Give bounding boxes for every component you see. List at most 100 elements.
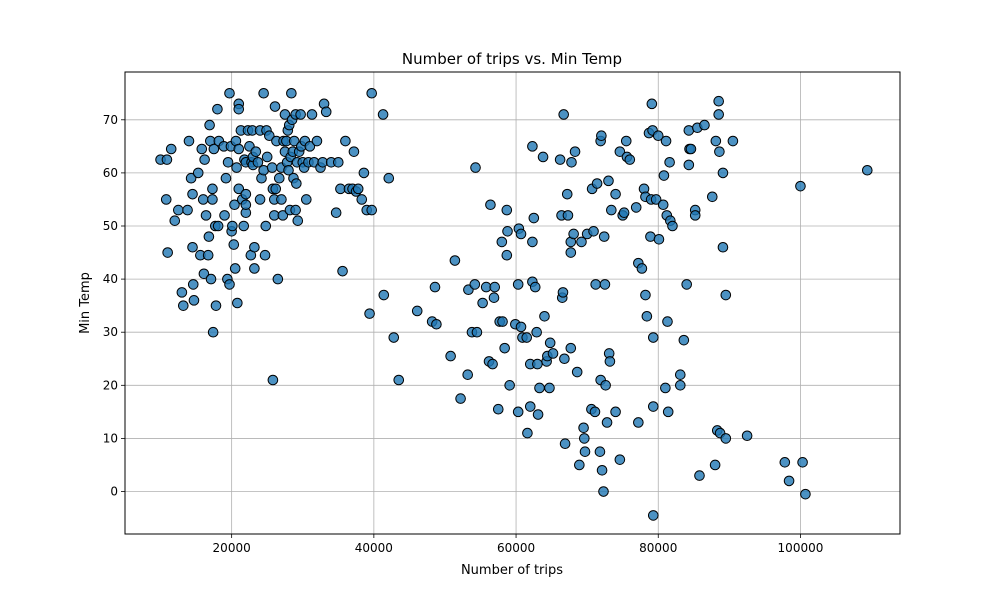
scatter-point	[210, 300, 222, 311]
scatter-point	[603, 175, 614, 187]
scatter-point	[565, 247, 577, 258]
scatter-point	[185, 172, 197, 184]
x-tick-label: 100000	[778, 541, 824, 555]
scatter-point	[276, 194, 287, 205]
scatter-point	[709, 459, 721, 471]
scatter-point	[591, 178, 603, 189]
scatter-point	[187, 279, 199, 290]
x-axis-label: Number of trips	[461, 563, 563, 578]
scatter-point	[515, 321, 527, 333]
scatter-point	[178, 300, 189, 311]
scatter-point	[667, 220, 678, 232]
scatter-point	[187, 188, 198, 200]
scatter-point	[727, 135, 739, 147]
scatter-point	[779, 457, 791, 468]
scatter-point	[678, 334, 690, 346]
scatter-point	[258, 87, 269, 99]
scatter-point	[232, 297, 243, 309]
scatter-point	[212, 220, 224, 232]
scatter-point	[207, 194, 218, 205]
scatter-point	[269, 101, 281, 112]
scatter-point	[208, 143, 220, 155]
scatter-point	[534, 382, 545, 394]
scatter-point	[561, 188, 573, 200]
scatter-point	[204, 119, 215, 131]
scatter-point	[600, 380, 611, 391]
scatter-point	[689, 210, 701, 221]
scatter-point	[311, 135, 323, 147]
scatter-point	[492, 403, 504, 415]
scatter-point	[264, 130, 275, 142]
scatter-point	[606, 204, 617, 216]
scatter-point	[411, 305, 423, 317]
scatter-point	[250, 146, 262, 157]
scatter-point	[499, 342, 510, 354]
scatter-point	[797, 457, 808, 468]
scatter-point	[601, 417, 613, 428]
scatter-point	[683, 159, 695, 171]
scatter-point	[462, 369, 474, 380]
scatter-point	[610, 188, 621, 200]
scatter-point	[489, 281, 501, 293]
scatter-point	[512, 279, 524, 290]
scatter-point	[589, 406, 601, 418]
scatter-point	[301, 194, 312, 205]
scatter-point	[260, 220, 272, 232]
scatter-point	[254, 194, 266, 205]
scatter-point	[286, 87, 297, 99]
scatter-point	[219, 210, 230, 221]
scatter-point	[566, 156, 577, 168]
scatter-point	[554, 154, 566, 165]
scatter-point	[203, 231, 215, 242]
scatter-point	[252, 156, 264, 168]
scatter-point	[233, 103, 245, 115]
scatter-point	[674, 369, 686, 380]
scatter-point	[647, 332, 659, 343]
scatter-point	[714, 146, 725, 157]
scatter-point	[588, 226, 599, 237]
scatter-point	[205, 273, 217, 285]
scatter-point	[652, 130, 664, 142]
scatter-point	[861, 164, 873, 176]
scatter-point	[596, 464, 608, 476]
scatter-point	[378, 289, 390, 301]
scatter-point	[429, 281, 441, 293]
scatter-point	[557, 287, 569, 298]
scatter-point	[527, 141, 538, 152]
scatter-point	[640, 289, 651, 301]
scatter-point	[636, 263, 648, 274]
scatter-point	[455, 393, 466, 404]
scatter-point	[173, 204, 184, 216]
y-tick-label: 40	[103, 272, 118, 286]
axis-ticks: 20000 40000 60000 80000 100000 0 10 20 30 40 50 60 7…	[103, 113, 824, 555]
scatter-point	[633, 417, 644, 428]
scatter-point	[681, 279, 692, 290]
y-tick-label: 20	[103, 378, 118, 392]
scatter-point	[470, 162, 481, 173]
scatter-point	[504, 380, 515, 391]
scatter-point	[532, 409, 544, 420]
scatter-point	[657, 199, 669, 211]
scatter-point	[207, 326, 219, 338]
scatter-point	[306, 109, 318, 120]
scatter-point	[653, 233, 665, 245]
y-tick-label: 10	[103, 431, 118, 445]
scatter-point	[240, 199, 252, 211]
scatter-point	[220, 172, 232, 184]
scatter-point	[233, 183, 245, 195]
scatter-point	[590, 279, 601, 290]
scatter-point	[182, 204, 193, 216]
scatter-point	[240, 188, 252, 200]
scatter-point	[283, 164, 294, 176]
scatter-point	[196, 143, 208, 155]
scatter-point	[231, 162, 242, 173]
scatter-point	[222, 156, 234, 168]
scatter-point	[660, 382, 671, 394]
scatter-point	[304, 141, 316, 152]
scatter-point	[183, 135, 195, 147]
scatter-point	[249, 241, 260, 253]
y-axis-label: Min Temp	[78, 272, 93, 334]
scatter-point	[337, 265, 348, 277]
scatter-point	[229, 263, 241, 274]
scatter-point	[574, 459, 585, 471]
